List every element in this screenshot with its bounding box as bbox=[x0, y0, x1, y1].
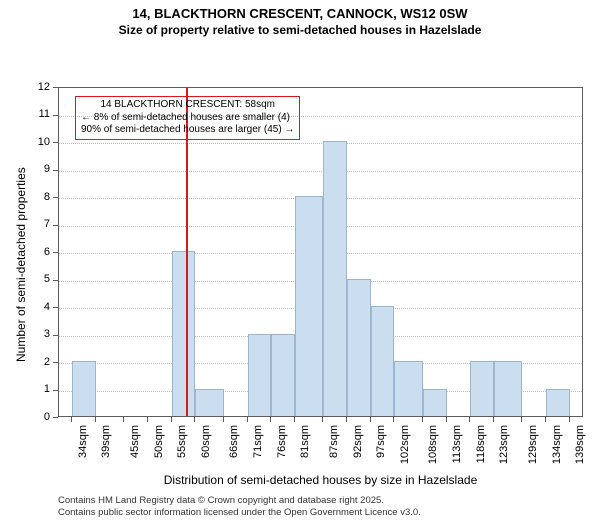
x-tick-label: 60sqm bbox=[200, 425, 212, 479]
histogram-bar bbox=[248, 334, 272, 417]
x-tick-label: 34sqm bbox=[77, 425, 89, 479]
x-tick-label: 66sqm bbox=[228, 425, 240, 479]
histogram-bar bbox=[423, 389, 447, 417]
chart-title: 14, BLACKTHORN CRESCENT, CANNOCK, WS12 0… bbox=[0, 0, 600, 21]
histogram-bar bbox=[494, 361, 522, 416]
x-tick-label: 102sqm bbox=[399, 425, 411, 479]
y-axis-label: Number of semi-detached properties bbox=[14, 167, 28, 362]
histogram-bar bbox=[271, 334, 295, 417]
histogram-bar bbox=[546, 389, 570, 417]
x-tick-label: 45sqm bbox=[129, 425, 141, 479]
y-tick-label: 12 bbox=[20, 81, 50, 93]
histogram-bar bbox=[394, 361, 422, 416]
y-tick-label: 1 bbox=[20, 383, 50, 395]
x-tick-label: 118sqm bbox=[475, 425, 487, 479]
x-tick-label: 108sqm bbox=[427, 425, 439, 479]
histogram-bar bbox=[470, 361, 494, 416]
attribution-line: Contains public sector information licen… bbox=[58, 507, 421, 519]
x-tick-label: 92sqm bbox=[352, 425, 364, 479]
x-tick-label: 97sqm bbox=[375, 425, 387, 479]
x-tick-label: 87sqm bbox=[328, 425, 340, 479]
x-tick-label: 50sqm bbox=[153, 425, 165, 479]
x-tick-label: 76sqm bbox=[276, 425, 288, 479]
y-tick-label: 10 bbox=[20, 136, 50, 148]
histogram-bar bbox=[371, 306, 395, 416]
x-tick-label: 139sqm bbox=[574, 425, 586, 479]
plot-area: 14 BLACKTHORN CRESCENT: 58sqm← 8% of sem… bbox=[58, 87, 583, 417]
histogram-bar bbox=[195, 389, 223, 417]
x-tick-label: 39sqm bbox=[100, 425, 112, 479]
histogram-bar bbox=[347, 279, 371, 417]
attribution-line: Contains HM Land Registry data © Crown c… bbox=[58, 495, 421, 507]
x-tick-label: 123sqm bbox=[498, 425, 510, 479]
x-axis-label: Distribution of semi-detached houses by … bbox=[58, 473, 583, 487]
y-tick-label: 0 bbox=[20, 411, 50, 423]
x-tick-label: 71sqm bbox=[252, 425, 264, 479]
histogram-bar bbox=[72, 361, 96, 416]
attribution-text: Contains HM Land Registry data © Crown c… bbox=[58, 495, 421, 520]
y-tick-label: 11 bbox=[20, 108, 50, 120]
x-tick-label: 55sqm bbox=[176, 425, 188, 479]
histogram-bar bbox=[295, 196, 323, 416]
chart-subtitle: Size of property relative to semi-detach… bbox=[0, 21, 600, 37]
x-tick-label: 134sqm bbox=[551, 425, 563, 479]
x-tick-label: 129sqm bbox=[527, 425, 539, 479]
annotation-line: 14 BLACKTHORN CRESCENT: 58sqm bbox=[81, 99, 294, 112]
annotation-line: 90% of semi-detached houses are larger (… bbox=[81, 124, 294, 137]
histogram-bar bbox=[172, 251, 196, 416]
x-tick-label: 81sqm bbox=[299, 425, 311, 479]
x-tick-label: 113sqm bbox=[451, 425, 463, 479]
histogram-bar bbox=[323, 141, 347, 416]
annotation-line: ← 8% of semi-detached houses are smaller… bbox=[81, 112, 294, 125]
annotation-box: 14 BLACKTHORN CRESCENT: 58sqm← 8% of sem… bbox=[75, 96, 300, 140]
